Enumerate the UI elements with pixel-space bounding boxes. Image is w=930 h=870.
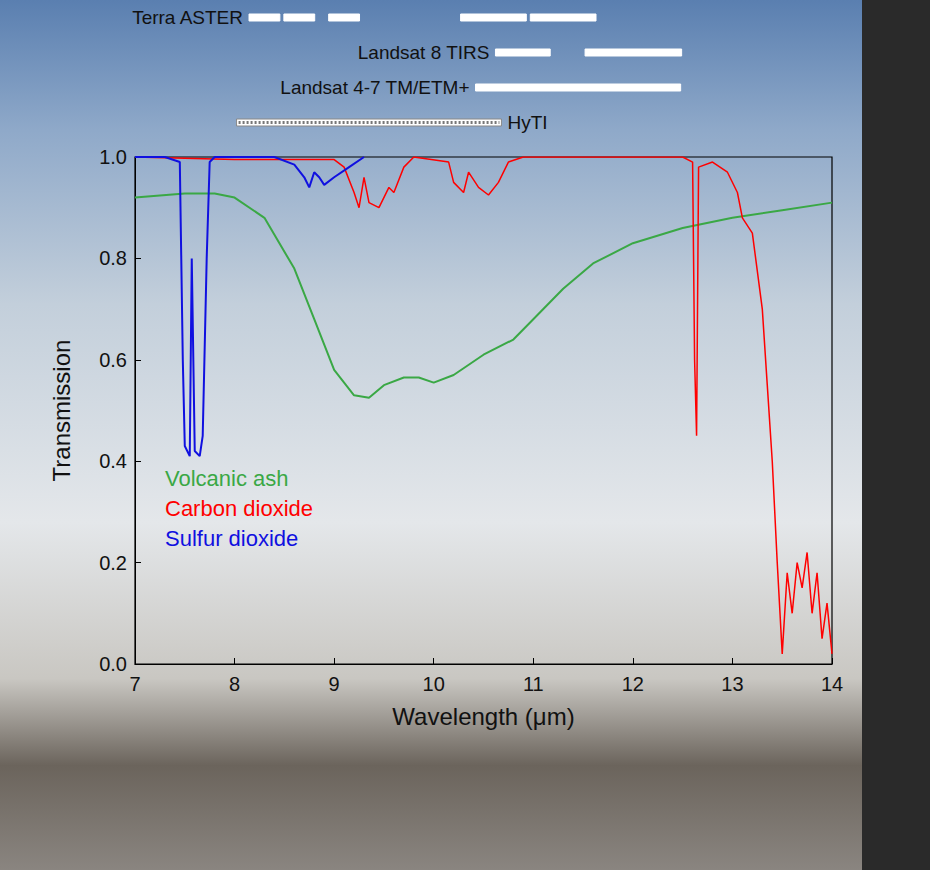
svg-text:Volcanic ash: Volcanic ash — [165, 466, 289, 491]
svg-text:9: 9 — [329, 673, 340, 695]
svg-text:0.8: 0.8 — [99, 247, 127, 269]
svg-text:Landsat 8 TIRS: Landsat 8 TIRS — [358, 42, 490, 63]
svg-text:8: 8 — [229, 673, 240, 695]
svg-text:Landsat 4-7 TM/ETM+: Landsat 4-7 TM/ETM+ — [280, 77, 469, 98]
svg-text:Wavelength (μm): Wavelength (μm) — [392, 703, 574, 730]
svg-text:7: 7 — [129, 673, 140, 695]
svg-text:14: 14 — [821, 673, 843, 695]
svg-text:13: 13 — [721, 673, 743, 695]
svg-text:Transmission: Transmission — [48, 340, 75, 482]
svg-text:12: 12 — [622, 673, 644, 695]
svg-text:Sulfur dioxide: Sulfur dioxide — [165, 526, 298, 551]
svg-text:0.0: 0.0 — [99, 653, 127, 675]
svg-text:1.0: 1.0 — [99, 146, 127, 168]
svg-text:0.4: 0.4 — [99, 450, 127, 472]
svg-text:11: 11 — [523, 673, 544, 695]
svg-text:Carbon dioxide: Carbon dioxide — [165, 496, 313, 521]
svg-text:0.2: 0.2 — [99, 552, 127, 574]
svg-text:Terra ASTER: Terra ASTER — [132, 7, 243, 28]
svg-text:HyTI: HyTI — [507, 112, 547, 133]
svg-text:10: 10 — [423, 673, 445, 695]
svg-text:0.6: 0.6 — [99, 349, 127, 371]
